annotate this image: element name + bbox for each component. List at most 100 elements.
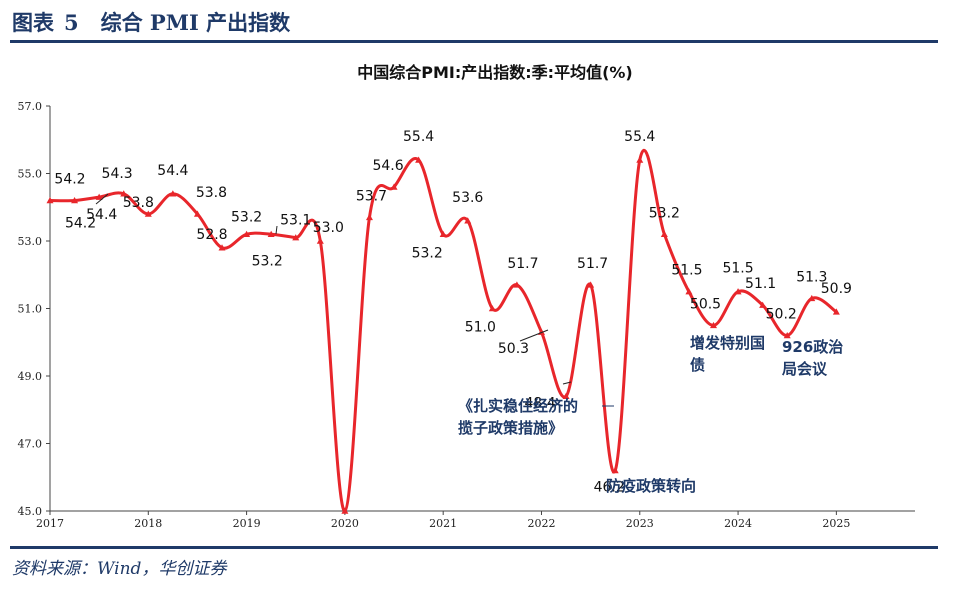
data-label: 46.2 [594,480,625,496]
data-label: 53.8 [196,185,227,201]
figure-title: 图表 5 综合 PMI 产出指数 [12,8,290,38]
data-label: 53.2 [412,245,443,261]
data-label: 50.2 [766,307,797,323]
data-point [808,294,816,302]
data-label: 48.4 [524,395,555,411]
data-point [144,210,152,217]
data-label: 51.7 [577,256,608,272]
data-point [71,197,79,204]
annotation-text: 《扎实稳住经济的 [458,397,578,415]
data-label: 55.4 [403,129,434,145]
data-label: 51.5 [722,261,753,277]
y-tick-label: 57.0 [18,100,43,113]
data-point [587,281,595,288]
series-markers [46,156,840,514]
data-label: 54.6 [372,158,403,174]
data-point [267,230,275,238]
y-tick-label: 47.0 [18,438,43,451]
y-tick-label: 49.0 [18,370,43,383]
x-tick-label: 2020 [331,517,359,530]
data-point [611,467,619,474]
data-point [464,217,472,224]
data-point [759,301,767,308]
data-label: 51.5 [671,263,702,279]
data-point [513,281,521,288]
label-leader [95,193,109,205]
data-label: 54.2 [54,172,85,188]
annotation-text: 债 [690,356,705,374]
data-point [660,230,668,238]
x-tick-label: 2024 [724,517,752,530]
data-label: 54.4 [157,163,188,179]
x-tick-label: 2017 [36,517,64,530]
data-label: 50.5 [690,296,721,312]
data-point [636,156,644,163]
data-label: 53.8 [123,195,154,211]
data-point [46,197,54,204]
y-tick-label: 45.0 [18,505,43,518]
data-point [341,507,349,514]
data-label: 51.3 [796,269,827,285]
data-point [218,244,226,251]
series-line [49,148,838,513]
data-label: 53.2 [252,253,283,269]
data-labels: 54.254.254.354.453.854.453.852.853.253.2… [54,129,852,496]
top-rule [10,40,938,43]
data-point [120,190,128,197]
x-tick-label: 2018 [134,517,162,530]
data-point [169,190,177,197]
series-line-path [49,148,838,513]
data-point [292,234,300,241]
pmi-line-chart: 中国综合PMI:产出指数:季:平均值(%) 45.0 47.0 49.0 51.0 53… [18,63,915,530]
data-point [415,156,423,163]
x-tick-label: 2021 [429,517,457,530]
x-tick-label: 2019 [233,517,261,530]
data-label: 55.4 [624,129,655,145]
y-tick-label: 51.0 [18,303,43,316]
data-label: 53.7 [356,188,387,204]
label-leader [519,329,549,342]
data-label: 53.0 [313,220,344,236]
data-point [562,392,570,400]
data-point [709,321,717,329]
annotation-text: 防疫政策转向 [606,477,696,495]
data-label: 53.1 [280,213,311,229]
data-point [439,230,447,238]
data-point [685,288,693,295]
annotation-text: 揽子政策措施》 [458,419,563,437]
figure-title-text: 综合 PMI 产出指数 [100,10,291,35]
data-label: 53.2 [231,209,262,225]
axes: 45.0 47.0 49.0 51.0 53.0 55.0 57.0 2017 2018 2019… [18,100,915,530]
data-point [193,210,201,217]
data-point [832,308,840,315]
data-point [734,288,742,295]
y-tick-label: 53.0 [18,235,43,248]
data-label: 50.9 [821,281,852,297]
chart-title: 中国综合PMI:产出指数:季:平均值(%) [357,63,632,82]
data-point [390,183,398,190]
annotation-text: 增发特别国 [690,334,765,352]
data-label: 51.0 [465,320,496,336]
source-note: 资料来源：Wind，华创证券 [12,559,227,579]
data-label: 51.7 [507,256,538,272]
y-tick-label: 55.0 [18,168,43,181]
data-label: 54.2 [65,216,96,232]
data-label: 53.2 [649,205,680,221]
figure-number: 5 [64,10,79,35]
data-label: 53.6 [452,190,483,206]
data-point [316,237,324,244]
annotation-text: 926政治 [782,338,843,356]
data-label: 54.3 [102,166,133,182]
data-point [243,230,251,238]
x-tick-label: 2022 [527,517,555,530]
x-tick-label: 2023 [626,517,654,530]
data-label: 51.1 [745,276,776,292]
x-tick-label: 2025 [822,517,850,530]
label-leader [275,225,278,235]
data-point [488,305,496,312]
data-label: 54.4 [86,207,117,223]
annotation-leader [562,381,572,385]
data-label: 52.8 [196,227,227,243]
bottom-rule [10,546,938,549]
